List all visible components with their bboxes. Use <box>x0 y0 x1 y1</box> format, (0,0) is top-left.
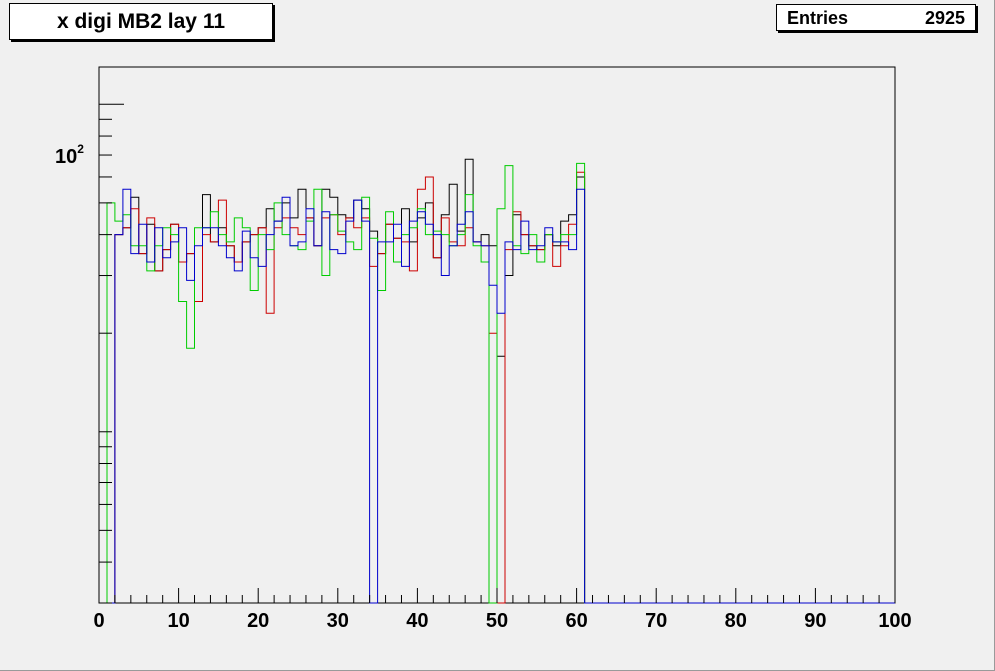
x-tick-label: 40 <box>406 610 428 632</box>
x-tick-label: 20 <box>247 610 269 632</box>
series-2-histogram <box>106 162 895 604</box>
axis-layer: 0 10 20 30 40 50 60 70 80 90 100 <box>93 103 912 632</box>
stats-entries-value: 2925 <box>924 8 965 28</box>
series-layer <box>106 158 895 604</box>
histogram-title: x digi MB2 lay 11 <box>9 3 273 40</box>
x-tick-label: 10 <box>167 610 189 632</box>
series-3-histogram <box>107 188 895 604</box>
x-tick-label: 50 <box>486 610 508 632</box>
x-tick-label: 0 <box>93 610 104 632</box>
x-tick-label: 60 <box>565 610 587 632</box>
stats-box: Entries 2925 <box>776 4 976 31</box>
y-tick-exponent: 2 <box>77 142 84 156</box>
x-tick-label: 80 <box>725 610 747 632</box>
x-tick-label: 70 <box>645 610 667 632</box>
x-tick-label: 30 <box>327 610 349 632</box>
y-major-tick-label: 102 <box>55 142 84 168</box>
x-tick-label: 90 <box>804 610 826 632</box>
stats-entries-label: Entries <box>787 8 849 28</box>
y-tick-base: 10 <box>55 146 77 168</box>
x-tick-label: 100 <box>878 610 911 632</box>
